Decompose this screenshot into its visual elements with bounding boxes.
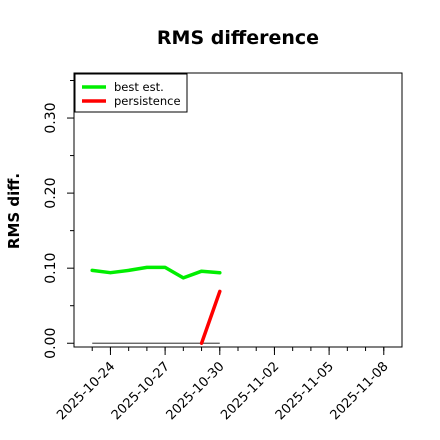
axes: 0.000.100.200.302025-10-242025-10-272025… [43,80,392,423]
legend-label: persistence [114,94,181,108]
y-axis-label: RMS diff. [5,173,23,249]
y-tick-label: 0.30 [43,102,59,133]
y-tick-label: 0.20 [43,178,59,209]
y-tick-label: 0.00 [43,328,59,359]
series-line-persistence [199,289,222,345]
plot-frame [73,72,403,348]
legend: best est.persistence [74,73,188,113]
legend-label: best est. [114,80,164,94]
legend-box [74,73,188,113]
series-layer [90,265,222,345]
y-tick-label: 0.10 [43,253,59,284]
series-line-best-est [90,265,222,280]
x-tick-label: 2025-11-08 [328,359,392,423]
chart-title: RMS difference [157,27,319,49]
